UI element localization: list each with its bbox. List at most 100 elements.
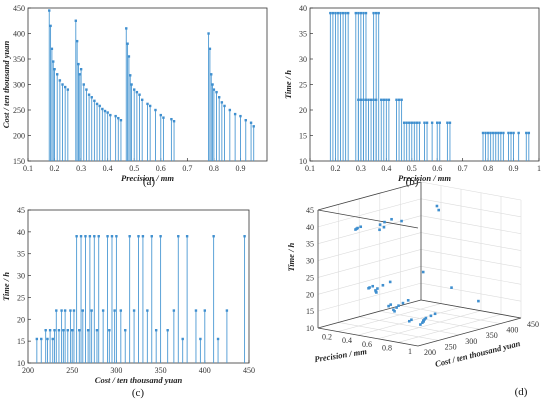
stem-marker <box>341 11 345 15</box>
x-tick-label: 0.6 <box>432 164 442 173</box>
stem-marker <box>127 55 131 58</box>
stem-marker <box>220 101 224 104</box>
axis-line <box>317 299 422 329</box>
panel-a: 0.1 0.2 0.3 0.4 0.5 0.6 0.7 0.8 0.9 150 200 250 300 3… <box>1 4 268 188</box>
y-tick-label: 250 <box>13 106 25 115</box>
stem-marker <box>79 235 83 238</box>
scatter-point <box>410 318 413 322</box>
stem-marker <box>208 47 212 50</box>
stem-marker <box>40 337 43 341</box>
stem-marker <box>138 93 141 96</box>
stem-marker <box>415 121 419 124</box>
scatter-point <box>408 319 411 323</box>
stem-marker <box>448 121 452 124</box>
scatter-point <box>477 299 480 303</box>
stem-marker <box>364 98 368 101</box>
stem-marker <box>129 74 132 77</box>
stem-marker <box>334 11 337 15</box>
stem-marker <box>344 11 347 15</box>
grid-line <box>420 232 522 251</box>
z-tick-label: 15 <box>306 307 314 316</box>
stem-marker <box>527 131 531 135</box>
stem-marker <box>423 121 426 124</box>
stem-marker <box>225 309 229 312</box>
stem-marker <box>207 32 210 35</box>
stem-marker <box>436 121 439 124</box>
z-tick-label: 25 <box>306 273 314 282</box>
stem-marker <box>425 121 429 124</box>
y-tick-label: 20 <box>17 315 25 324</box>
stem-marker <box>146 309 149 312</box>
z-tick-label: 10 <box>306 324 314 333</box>
scatter-point <box>371 284 375 288</box>
stem-marker <box>49 24 52 28</box>
stem-marker <box>115 235 118 238</box>
stem-marker <box>446 121 449 124</box>
stem-marker <box>170 117 173 121</box>
stem-marker <box>148 104 152 108</box>
x-axis-label: Precision / mm <box>398 173 451 183</box>
stem-marker <box>97 235 100 238</box>
stem-marker <box>210 73 213 76</box>
axis-line <box>317 181 422 211</box>
z-tick-label: 35 <box>306 240 314 249</box>
grid-line <box>337 303 442 332</box>
scatter-point <box>400 219 403 223</box>
stem-marker <box>81 309 85 312</box>
stem-marker <box>93 99 96 103</box>
y-tick-label: 20 <box>299 106 307 115</box>
stem-marker <box>63 85 67 89</box>
stem-marker <box>114 114 117 118</box>
stem-marker <box>72 309 76 312</box>
x-tick-label: 350 <box>155 366 167 375</box>
x-axis-label: Precision / mm <box>314 346 368 364</box>
stem-marker <box>212 235 215 238</box>
y-tick-label: 45 <box>17 206 25 215</box>
scatter-point <box>378 228 381 232</box>
scatter-point <box>367 286 370 290</box>
stem-marker <box>410 121 413 124</box>
z-axis-label: Time / h <box>286 242 296 271</box>
grid-line <box>379 310 480 330</box>
stem-marker <box>58 79 62 82</box>
scatter-point <box>359 225 363 229</box>
x-tick-label: 0.9 <box>509 164 519 173</box>
stem-marker <box>84 235 87 238</box>
stem-marker <box>154 329 158 332</box>
stem-marker <box>357 98 360 101</box>
stem-marker <box>525 131 528 135</box>
stem-marker <box>66 88 70 91</box>
stem-marker <box>90 309 93 312</box>
y-tick-label: 400 <box>506 326 518 335</box>
x-tick-label: 0.3 <box>76 164 86 173</box>
stem-marker <box>418 121 421 124</box>
panel-label: (a) <box>143 176 156 188</box>
stem-marker <box>88 235 92 238</box>
stem-marker <box>51 337 54 341</box>
y-tick-label: 10 <box>17 359 25 368</box>
stem-marker <box>194 309 198 312</box>
stem-marker <box>48 329 52 332</box>
stem-marker <box>492 131 495 135</box>
x-tick-label: 0.2 <box>50 164 60 173</box>
x-tick-label: 0.5 <box>129 164 139 173</box>
scatter-point <box>401 301 405 305</box>
y-tick-label: 200 <box>424 348 436 357</box>
x-tick-label: 0.2 <box>322 333 332 342</box>
scatter-point <box>435 204 439 208</box>
stem-marker <box>66 329 69 332</box>
stem-marker <box>331 11 335 15</box>
stem-marker <box>395 98 398 101</box>
panel-label: (d) <box>515 386 528 398</box>
scatter-point <box>429 314 433 318</box>
stem-marker <box>44 329 47 332</box>
stem-marker <box>101 309 105 312</box>
stem-marker <box>130 83 133 86</box>
scatter-point <box>433 312 437 316</box>
scatter-point <box>395 306 398 309</box>
stem-marker <box>119 119 123 122</box>
grid-line <box>400 305 501 324</box>
axis-line <box>420 299 522 319</box>
stem-marker <box>132 309 136 312</box>
stem-marker <box>60 309 63 312</box>
